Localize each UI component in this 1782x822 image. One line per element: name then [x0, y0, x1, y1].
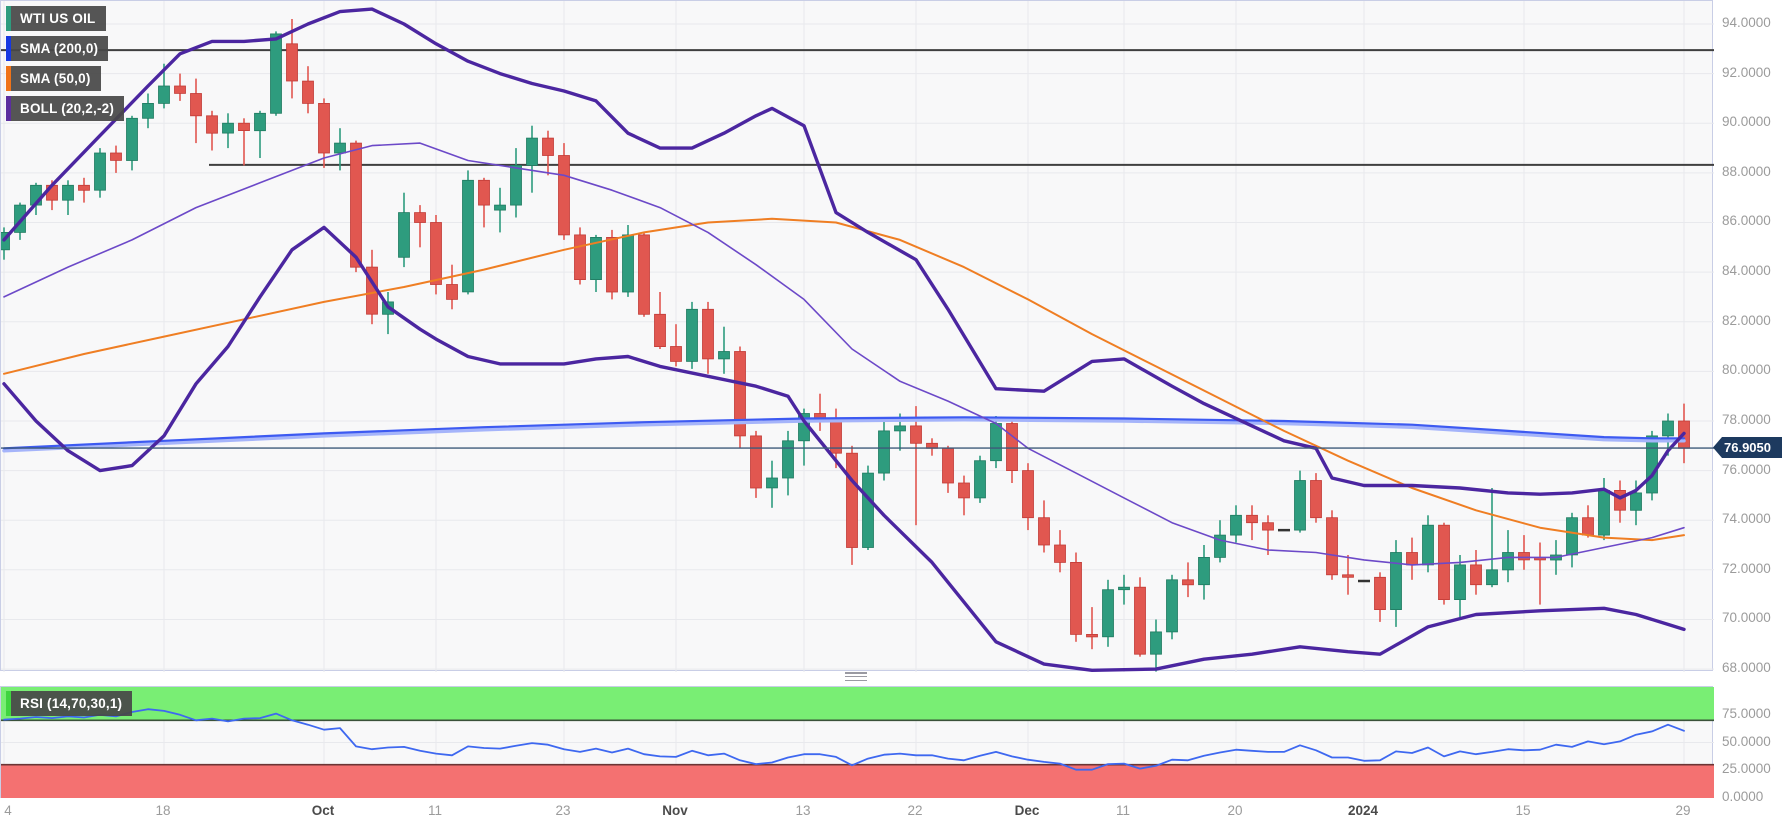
date-axis-label: 13 [795, 803, 811, 818]
price-chart-panel[interactable] [0, 0, 1714, 672]
legend-chip-boll[interactable]: BOLL (20,2,-2) [6, 96, 125, 121]
price-axis-label: 86.0000 [1722, 213, 1771, 228]
price-axis-label: 72.0000 [1722, 561, 1771, 576]
sma200-line [2, 416, 1686, 450]
rsi-color-accent [6, 691, 11, 716]
price-axis-label: 74.0000 [1722, 511, 1771, 526]
date-axis-label: 29 [1675, 803, 1691, 818]
date-axis-label: 11 [1115, 803, 1131, 818]
price-axis-label: 80.0000 [1722, 362, 1771, 377]
legend-chip-sma200[interactable]: SMA (200,0) [6, 36, 109, 61]
price-chart-canvas[interactable] [1, 1, 1714, 672]
date-axis-label: 23 [555, 803, 571, 818]
rsi-oversold-zone [1, 764, 1714, 798]
date-axis-label: 22 [907, 803, 923, 818]
date-axis-label: 11 [427, 803, 443, 818]
last-price-badge: 76.9050 [1713, 437, 1782, 458]
price-axis-label: 90.0000 [1722, 114, 1771, 129]
price-axis-label: 94.0000 [1722, 15, 1771, 30]
candles-layer [1, 19, 1690, 672]
price-axis-label: 92.0000 [1722, 65, 1771, 80]
bollinger-middle-line [3, 142, 1685, 566]
legend-chip-rsi[interactable]: RSI (14,70,30,1) [6, 691, 133, 716]
symbol-color-accent [6, 6, 11, 31]
date-axis-label: 18 [155, 803, 171, 818]
legend-chip-symbol[interactable]: WTI US OIL [6, 6, 106, 31]
sma50-color-accent [6, 66, 11, 91]
date-axis-label: 4 [4, 803, 12, 818]
sma50-line [3, 217, 1685, 542]
price-axis-label: 70.0000 [1722, 610, 1771, 625]
support-resistance-lines [1, 49, 1714, 166]
rsi-line [3, 708, 1685, 771]
date-axis-label: 2024 [1347, 803, 1379, 818]
price-axis-label: 88.0000 [1722, 164, 1771, 179]
bollinger-upper-line [2, 7, 1686, 500]
price-gridlines [1, 1, 1714, 672]
sma50-label: SMA (50,0) [11, 66, 101, 91]
rsi-axis-label: 25.0000 [1722, 761, 1771, 776]
boll-label: BOLL (20,2,-2) [11, 96, 125, 121]
rsi-axis-label: 0.0000 [1722, 789, 1764, 804]
legend-chip-sma50[interactable]: SMA (50,0) [6, 66, 101, 91]
date-axis-label: 15 [1515, 803, 1531, 818]
date-axis-label: Oct [311, 803, 335, 818]
price-axis-label: 76.0000 [1722, 462, 1771, 477]
price-axis-label: 78.0000 [1722, 412, 1771, 427]
rsi-axis-label: 50.0000 [1722, 734, 1771, 749]
bollinger-lower-line [2, 225, 1686, 672]
date-axis-label: Nov [662, 803, 688, 818]
panel-resize-handle[interactable] [845, 672, 867, 681]
date-axis-label: 20 [1227, 803, 1243, 818]
sma200-label: SMA (200,0) [11, 36, 109, 61]
price-axis-label: 84.0000 [1722, 263, 1771, 278]
date-axis-label: Dec [1014, 803, 1040, 818]
sma200-halo-line [2, 417, 1686, 453]
price-axis-label: 68.0000 [1722, 660, 1771, 675]
rsi-label: RSI (14,70,30,1) [11, 691, 133, 716]
boll-color-accent [6, 96, 11, 121]
rsi-chart-canvas[interactable] [1, 687, 1714, 799]
price-axis-label: 82.0000 [1722, 313, 1771, 328]
symbol-label: WTI US OIL [11, 6, 106, 31]
rsi-axis-label: 75.0000 [1722, 706, 1771, 721]
rsi-chart-panel[interactable] [0, 686, 1714, 799]
rsi-overbought-zone [1, 687, 1714, 721]
sma200-color-accent [6, 36, 11, 61]
